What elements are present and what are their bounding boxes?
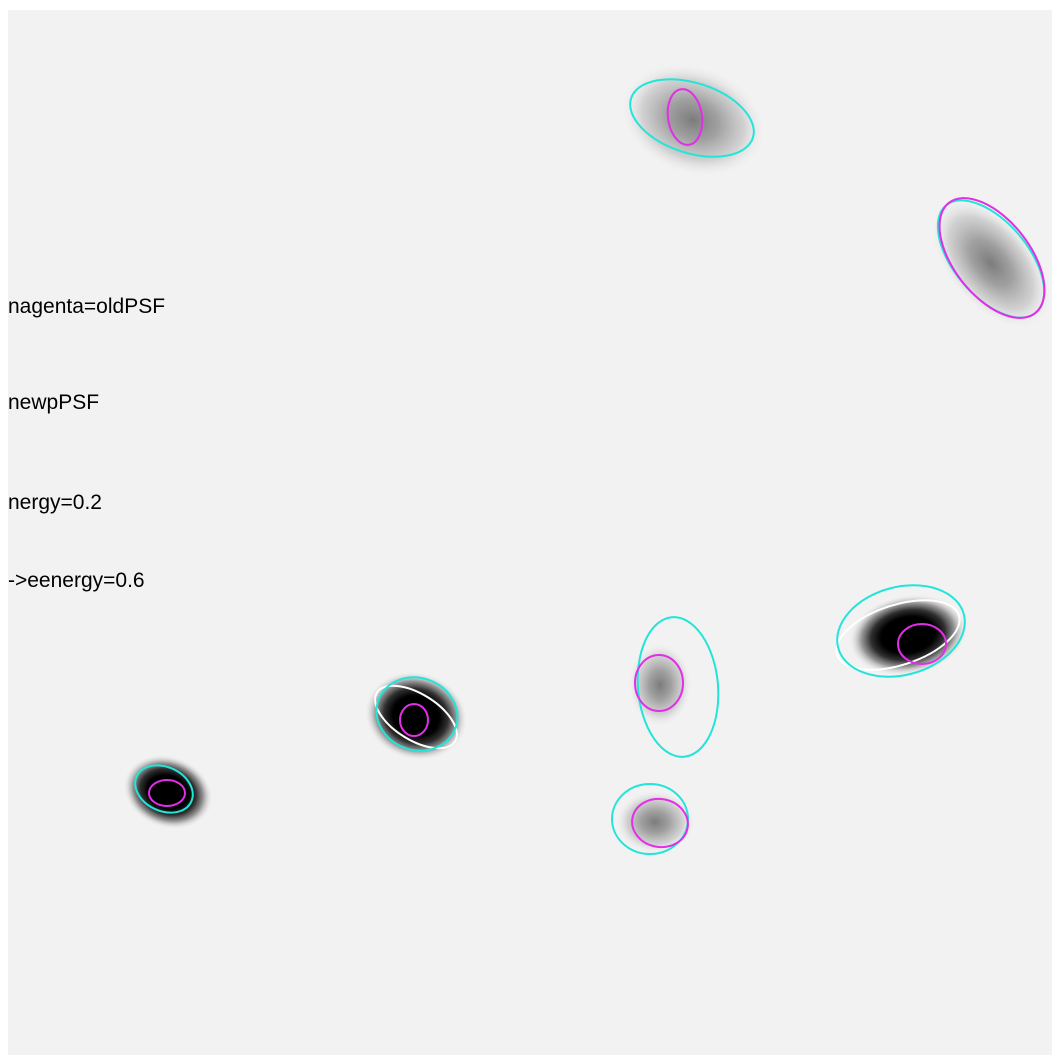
source-right-mid-cyan-ellipse xyxy=(836,584,966,678)
legend-new-psf: newpPSF xyxy=(8,391,100,414)
source-center-lower-magenta-ellipse xyxy=(631,797,689,849)
source-center-lower-blob xyxy=(615,790,695,854)
source-top-center xyxy=(620,62,766,178)
source-center-magenta-ellipse xyxy=(634,654,684,712)
source-center xyxy=(628,616,720,758)
source-right-mid xyxy=(835,584,968,678)
source-lower-left-cyan-ellipse xyxy=(134,764,194,814)
legend-energy-low: nergy=0.2 xyxy=(8,491,102,514)
psf-image-panel: nagenta=oldPSF newpPSF nergy=0.2 ->eener… xyxy=(8,10,1052,1055)
source-lower-left-magenta-ellipse xyxy=(148,779,186,807)
source-right-mid-blob xyxy=(848,594,968,676)
legend-energy-high: ->eenergy=0.6 xyxy=(8,569,145,592)
source-center-cyan-ellipse xyxy=(636,616,720,758)
source-left-center-magenta-ellipse xyxy=(399,703,429,737)
source-right-mid-magenta-ellipse xyxy=(897,623,947,665)
source-upper-right xyxy=(930,196,1052,330)
source-right-mid-white-ellipse xyxy=(835,599,961,671)
source-left-center-white-ellipse xyxy=(374,684,458,750)
psf-plot xyxy=(123,62,1052,855)
source-top-center-magenta-ellipse xyxy=(666,88,704,146)
source-lower-left xyxy=(123,754,213,830)
legend-old-psf: nagenta=oldPSF xyxy=(8,295,166,318)
source-left-center xyxy=(364,671,468,761)
source-center-lower xyxy=(611,783,695,855)
source-top-center-cyan-ellipse xyxy=(629,78,755,158)
source-top-center-blob xyxy=(620,62,766,178)
source-upper-right-magenta-ellipse xyxy=(938,197,1046,319)
source-lower-left-blob xyxy=(123,754,213,830)
source-left-center-cyan-ellipse xyxy=(375,676,459,752)
source-upper-right-blob xyxy=(930,196,1052,330)
